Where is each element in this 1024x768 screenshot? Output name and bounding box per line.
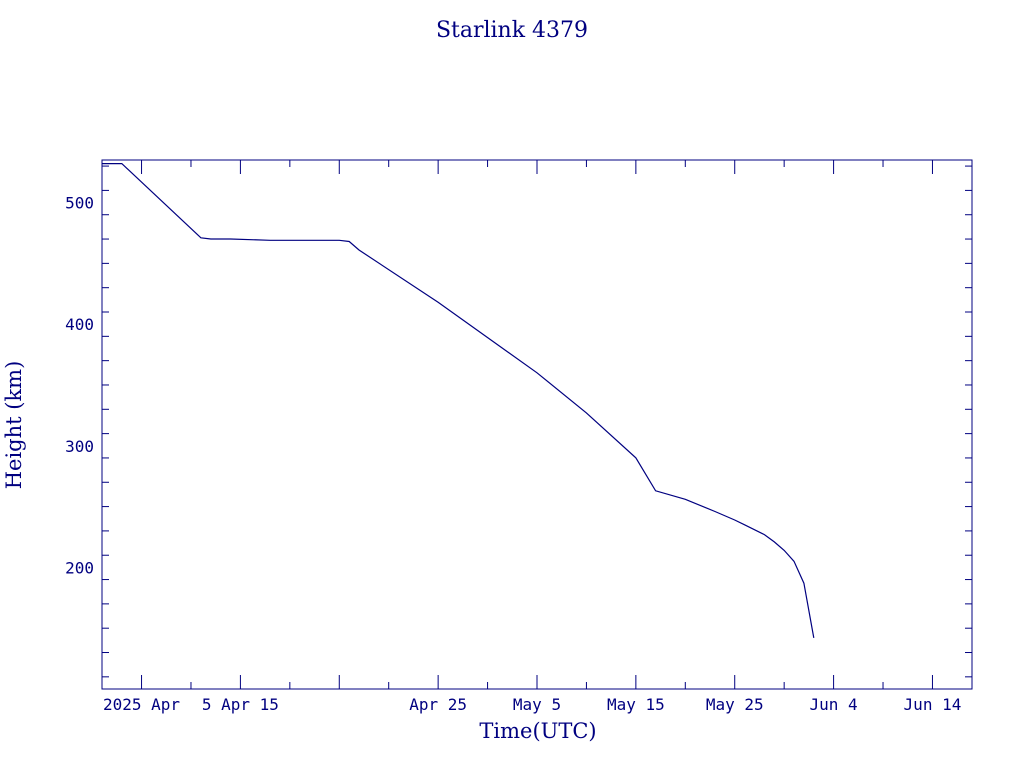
x-axis: 2025 Apr 5 Apr 15 Apr 25 May 5 May 15 May 25…: [103, 160, 961, 714]
x-tick-label: Apr 25: [409, 695, 467, 714]
x-tick-label: May 5: [513, 695, 561, 714]
y-axis: 200 300 400 500: [65, 165, 972, 678]
x-tick-label: May 15: [607, 695, 665, 714]
x-tick-label: 5 Apr 15: [202, 695, 279, 714]
y-axis-label: Height (km): [2, 361, 26, 490]
height-series-line: [102, 163, 815, 639]
x-tick-label: 2025 Apr: [103, 695, 180, 714]
plot-frame: [101, 159, 973, 690]
y-tick-label: 200: [65, 558, 94, 577]
x-tick-label: May 25: [706, 695, 764, 714]
x-tick-label: Jun 4: [810, 695, 858, 714]
y-tick-label: 500: [65, 194, 94, 213]
y-tick-label: 300: [65, 437, 94, 456]
chart-title: Starlink 4379: [436, 18, 588, 43]
x-axis-label: Time(UTC): [479, 719, 596, 743]
x-tick-label: Jun 14: [904, 695, 962, 714]
y-tick-label: 400: [65, 315, 94, 334]
